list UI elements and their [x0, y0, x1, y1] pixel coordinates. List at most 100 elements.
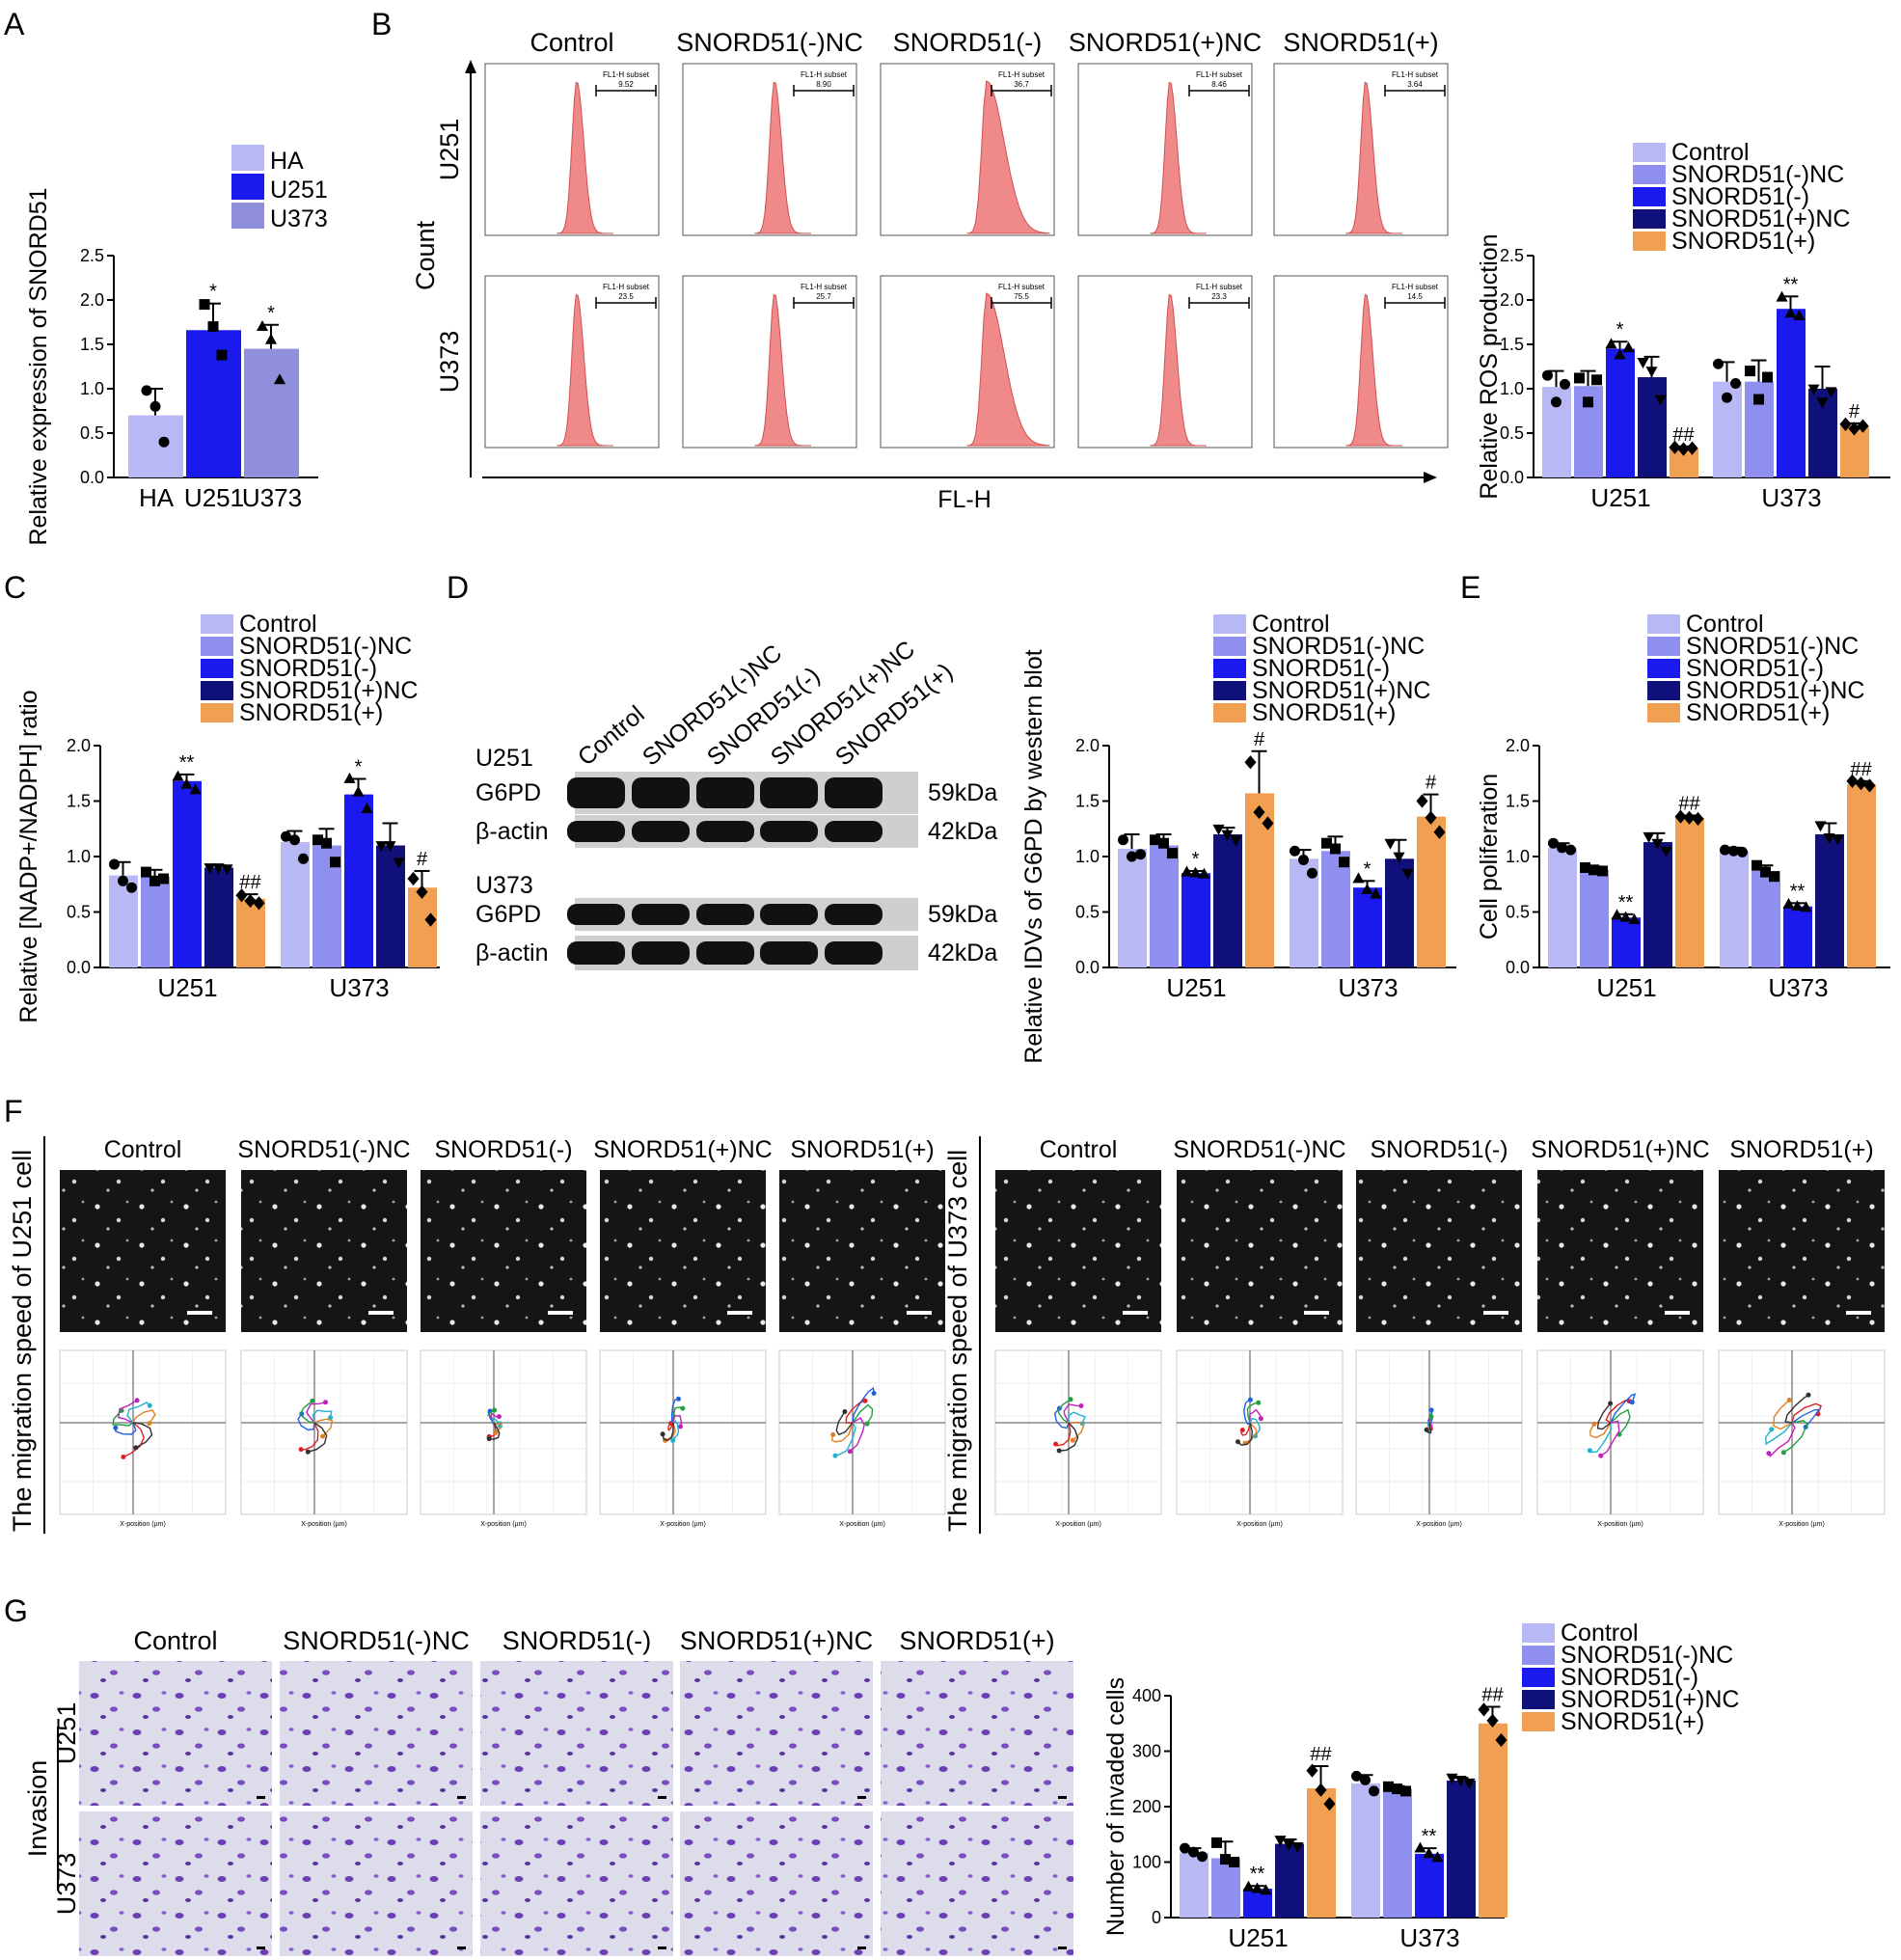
- x-tick-label: U373: [329, 973, 389, 1002]
- data-point: [1321, 837, 1332, 849]
- scale-bar: [857, 1796, 866, 1799]
- track-endpoint: [496, 1414, 502, 1420]
- track-endpoint: [676, 1396, 681, 1402]
- legend-swatch: [1522, 1712, 1555, 1731]
- plot-x-label: X-position (µm): [120, 1521, 166, 1528]
- legend-label: SNORD51(+)NC: [1252, 677, 1430, 704]
- data-point: [1230, 835, 1242, 847]
- data-point: [1730, 377, 1741, 389]
- data-point: [1769, 871, 1779, 883]
- bar: [1415, 1853, 1444, 1918]
- y-tick-label: 1.5: [1075, 792, 1100, 811]
- blot-band: [825, 821, 883, 842]
- data-point: [1614, 348, 1626, 360]
- legend-label: SNORD51(-): [1252, 655, 1390, 682]
- cell-track: [305, 1402, 326, 1424]
- blot-band: [696, 941, 754, 965]
- cell-track: [1249, 1417, 1261, 1437]
- cell-track: [1791, 1408, 1821, 1428]
- migration-image: [1537, 1170, 1703, 1332]
- migration-column-title: SNORD51(-): [1370, 1136, 1507, 1163]
- migration-image: [241, 1170, 407, 1332]
- migration-column-title: SNORD51(+): [1729, 1136, 1873, 1163]
- track-endpoint: [1428, 1407, 1434, 1413]
- gate-value: 23.5: [618, 292, 634, 301]
- blot-band: [760, 904, 818, 925]
- cell-track: [297, 1413, 315, 1431]
- x-tick-label: U251: [157, 973, 217, 1002]
- track-endpoint: [492, 1407, 498, 1413]
- gate-value: 8.46: [1211, 80, 1227, 89]
- tracking-plot: [1718, 1349, 1886, 1515]
- track-endpoint: [871, 1391, 877, 1396]
- legend-label: SNORD51(+)NC: [239, 677, 418, 704]
- data-point: [118, 875, 128, 886]
- data-point: [375, 841, 388, 853]
- legend-swatch: [1522, 1668, 1555, 1687]
- plot-x-label: X-position (µm): [1236, 1521, 1283, 1528]
- data-point: [235, 888, 248, 903]
- panel-letter-g: G: [4, 1593, 28, 1628]
- x-tick-label: U373: [1761, 483, 1821, 512]
- legend-swatch: [1213, 659, 1246, 678]
- data-point: [1752, 859, 1762, 871]
- data-point: [1290, 845, 1300, 857]
- data-point: [1323, 1796, 1336, 1811]
- cell-track: [1249, 1408, 1262, 1424]
- cell-track: [1237, 1422, 1254, 1446]
- bar: [1351, 1783, 1380, 1918]
- data-point: [1823, 833, 1835, 845]
- track-endpoint: [133, 1445, 139, 1451]
- data-point: [1674, 809, 1687, 824]
- blot-band: [567, 941, 625, 965]
- bar: [1180, 1852, 1208, 1918]
- scale-bar: [658, 1946, 666, 1949]
- significance-mark: **: [1783, 274, 1799, 295]
- y-axis-label: Number of invaded cells: [1102, 1677, 1129, 1936]
- data-point: [199, 299, 210, 311]
- cell-track: [1057, 1399, 1072, 1424]
- cell-track: [1610, 1408, 1631, 1435]
- significance-mark: #: [417, 849, 428, 870]
- scale-bar: [1665, 1311, 1690, 1315]
- legend-label: U251: [270, 177, 328, 204]
- y-tick-label: 1.5: [80, 335, 104, 354]
- gate-value: 14.5: [1407, 292, 1423, 301]
- track-endpoint: [1068, 1397, 1073, 1402]
- plot-x-label: X-position (µm): [1779, 1521, 1825, 1528]
- flow-column-title: SNORD51(-)NC: [676, 28, 863, 57]
- bar: [1211, 1858, 1240, 1918]
- track-endpoint: [1608, 1401, 1614, 1406]
- invasion-image: [480, 1661, 673, 1806]
- flow-column-title: Control: [530, 28, 613, 57]
- cell-track: [1068, 1422, 1085, 1441]
- invasion-image: [680, 1661, 873, 1806]
- scale-bar: [1123, 1311, 1148, 1315]
- data-point: [149, 400, 161, 412]
- data-point: [1669, 440, 1681, 454]
- data-point: [109, 858, 120, 870]
- data-point: [141, 866, 151, 878]
- data-point: [1495, 1732, 1507, 1748]
- cell-track: [1059, 1422, 1079, 1452]
- legend-label: SNORD51(+): [1252, 699, 1396, 726]
- data-point: [1167, 848, 1178, 859]
- invasion-column-title: SNORD51(+): [899, 1626, 1054, 1655]
- cell-track: [112, 1409, 134, 1427]
- cell-track: [1600, 1420, 1620, 1456]
- data-point: [1274, 1836, 1287, 1847]
- bar: [1417, 816, 1446, 967]
- data-point: [1782, 897, 1795, 909]
- x-tick-label: U373: [242, 483, 302, 512]
- data-point: [1542, 369, 1553, 381]
- count-axis-label: Count: [411, 220, 440, 290]
- data-point: [1118, 834, 1128, 846]
- blot-band: [567, 777, 625, 808]
- data-point: [1548, 837, 1559, 849]
- data-point: [1370, 887, 1382, 899]
- data-point: [180, 777, 193, 789]
- bar: [1150, 845, 1179, 967]
- gate-value: 75.5: [1014, 292, 1029, 301]
- migration-image: [60, 1170, 226, 1332]
